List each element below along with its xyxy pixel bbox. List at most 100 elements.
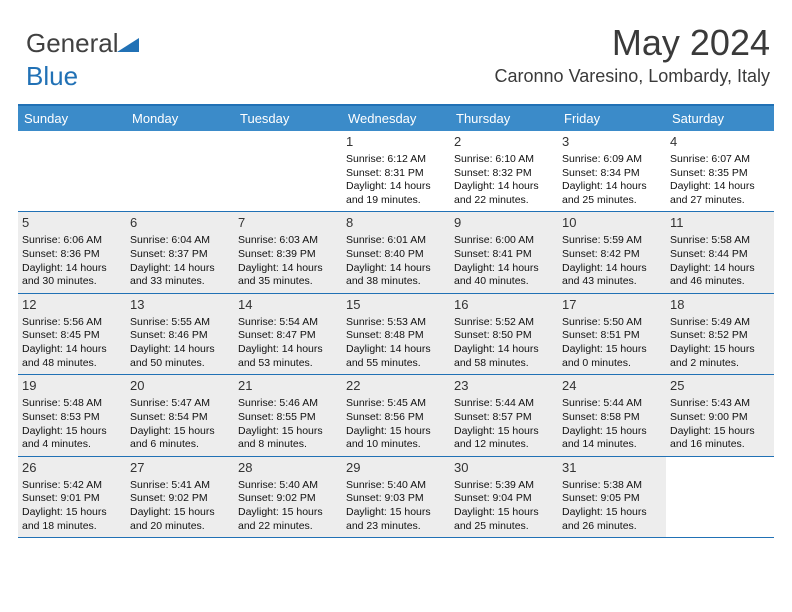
week-row: 19Sunrise: 5:48 AMSunset: 8:53 PMDayligh… xyxy=(18,375,774,456)
day-sunrise: Sunrise: 5:52 AM xyxy=(454,316,554,330)
day-sunrise: Sunrise: 6:03 AM xyxy=(238,234,338,248)
day-cell: 18Sunrise: 5:49 AMSunset: 8:52 PMDayligh… xyxy=(666,294,774,374)
day-daylight1: Daylight: 15 hours xyxy=(22,506,122,520)
day-daylight1: Daylight: 14 hours xyxy=(238,262,338,276)
day-daylight1: Daylight: 14 hours xyxy=(130,343,230,357)
day-daylight1: Daylight: 14 hours xyxy=(130,262,230,276)
day-sunrise: Sunrise: 6:00 AM xyxy=(454,234,554,248)
day-daylight1: Daylight: 15 hours xyxy=(454,425,554,439)
day-number: 27 xyxy=(130,460,230,477)
day-number: 6 xyxy=(130,215,230,232)
logo-part2: Blue xyxy=(26,61,78,91)
day-sunset: Sunset: 8:44 PM xyxy=(670,248,770,262)
day-sunset: Sunset: 8:37 PM xyxy=(130,248,230,262)
day-sunrise: Sunrise: 5:46 AM xyxy=(238,397,338,411)
header-monday: Monday xyxy=(126,106,234,131)
day-sunset: Sunset: 8:32 PM xyxy=(454,167,554,181)
day-daylight1: Daylight: 14 hours xyxy=(454,262,554,276)
day-number: 16 xyxy=(454,297,554,314)
day-cell: 20Sunrise: 5:47 AMSunset: 8:54 PMDayligh… xyxy=(126,375,234,455)
day-sunset: Sunset: 8:45 PM xyxy=(22,329,122,343)
day-daylight1: Daylight: 15 hours xyxy=(562,425,662,439)
logo-part1: General xyxy=(26,28,119,58)
day-sunrise: Sunrise: 6:12 AM xyxy=(346,153,446,167)
day-daylight2: and 22 minutes. xyxy=(454,194,554,208)
day-sunrise: Sunrise: 5:42 AM xyxy=(22,479,122,493)
day-daylight2: and 25 minutes. xyxy=(454,520,554,534)
day-cell: 15Sunrise: 5:53 AMSunset: 8:48 PMDayligh… xyxy=(342,294,450,374)
day-daylight2: and 12 minutes. xyxy=(454,438,554,452)
day-daylight1: Daylight: 14 hours xyxy=(562,262,662,276)
day-sunrise: Sunrise: 6:01 AM xyxy=(346,234,446,248)
day-number: 13 xyxy=(130,297,230,314)
header-wednesday: Wednesday xyxy=(342,106,450,131)
logo-triangle-icon xyxy=(117,30,141,61)
day-sunset: Sunset: 8:39 PM xyxy=(238,248,338,262)
day-daylight1: Daylight: 14 hours xyxy=(238,343,338,357)
day-cell: 4Sunrise: 6:07 AMSunset: 8:35 PMDaylight… xyxy=(666,131,774,211)
day-sunrise: Sunrise: 5:50 AM xyxy=(562,316,662,330)
day-number: 21 xyxy=(238,378,338,395)
day-sunset: Sunset: 8:46 PM xyxy=(130,329,230,343)
day-cell: 2Sunrise: 6:10 AMSunset: 8:32 PMDaylight… xyxy=(450,131,558,211)
location-text: Caronno Varesino, Lombardy, Italy xyxy=(495,66,770,87)
day-sunset: Sunset: 8:41 PM xyxy=(454,248,554,262)
day-daylight2: and 2 minutes. xyxy=(670,357,770,371)
day-daylight1: Daylight: 14 hours xyxy=(454,343,554,357)
day-daylight2: and 14 minutes. xyxy=(562,438,662,452)
day-sunrise: Sunrise: 5:49 AM xyxy=(670,316,770,330)
day-sunrise: Sunrise: 6:09 AM xyxy=(562,153,662,167)
day-sunrise: Sunrise: 5:38 AM xyxy=(562,479,662,493)
day-daylight1: Daylight: 15 hours xyxy=(238,506,338,520)
day-daylight2: and 6 minutes. xyxy=(130,438,230,452)
day-sunrise: Sunrise: 5:44 AM xyxy=(562,397,662,411)
day-daylight2: and 8 minutes. xyxy=(238,438,338,452)
day-daylight2: and 16 minutes. xyxy=(670,438,770,452)
day-cell xyxy=(666,457,774,537)
day-daylight2: and 33 minutes. xyxy=(130,275,230,289)
day-number: 7 xyxy=(238,215,338,232)
day-sunset: Sunset: 9:03 PM xyxy=(346,492,446,506)
day-sunset: Sunset: 8:42 PM xyxy=(562,248,662,262)
day-cell: 17Sunrise: 5:50 AMSunset: 8:51 PMDayligh… xyxy=(558,294,666,374)
header-sunday: Sunday xyxy=(18,106,126,131)
day-sunset: Sunset: 8:47 PM xyxy=(238,329,338,343)
day-number: 20 xyxy=(130,378,230,395)
day-cell xyxy=(234,131,342,211)
day-daylight2: and 53 minutes. xyxy=(238,357,338,371)
day-sunset: Sunset: 8:36 PM xyxy=(22,248,122,262)
day-cell: 22Sunrise: 5:45 AMSunset: 8:56 PMDayligh… xyxy=(342,375,450,455)
day-sunset: Sunset: 8:53 PM xyxy=(22,411,122,425)
day-cell: 31Sunrise: 5:38 AMSunset: 9:05 PMDayligh… xyxy=(558,457,666,537)
page-title: May 2024 xyxy=(612,22,770,64)
day-daylight2: and 30 minutes. xyxy=(22,275,122,289)
day-sunrise: Sunrise: 5:58 AM xyxy=(670,234,770,248)
day-cell: 24Sunrise: 5:44 AMSunset: 8:58 PMDayligh… xyxy=(558,375,666,455)
day-daylight2: and 18 minutes. xyxy=(22,520,122,534)
day-sunrise: Sunrise: 5:55 AM xyxy=(130,316,230,330)
day-cell: 21Sunrise: 5:46 AMSunset: 8:55 PMDayligh… xyxy=(234,375,342,455)
day-number: 25 xyxy=(670,378,770,395)
calendar: Sunday Monday Tuesday Wednesday Thursday… xyxy=(18,104,774,538)
day-number: 4 xyxy=(670,134,770,151)
day-cell: 6 Sunrise: 6:04 AMSunset: 8:37 PMDaylight… xyxy=(126,212,234,292)
day-sunrise: Sunrise: 6:06 AM xyxy=(22,234,122,248)
day-daylight2: and 19 minutes. xyxy=(346,194,446,208)
day-daylight1: Daylight: 14 hours xyxy=(22,343,122,357)
header-tuesday: Tuesday xyxy=(234,106,342,131)
day-cell: 29Sunrise: 5:40 AMSunset: 9:03 PMDayligh… xyxy=(342,457,450,537)
day-sunrise: Sunrise: 6:07 AM xyxy=(670,153,770,167)
day-sunset: Sunset: 8:31 PM xyxy=(346,167,446,181)
day-sunrise: Sunrise: 5:47 AM xyxy=(130,397,230,411)
day-sunrise: Sunrise: 6:04 AM xyxy=(130,234,230,248)
day-number: 22 xyxy=(346,378,446,395)
day-sunset: Sunset: 8:55 PM xyxy=(238,411,338,425)
day-daylight2: and 35 minutes. xyxy=(238,275,338,289)
day-sunrise: Sunrise: 5:44 AM xyxy=(454,397,554,411)
day-sunset: Sunset: 8:56 PM xyxy=(346,411,446,425)
week-row: 26Sunrise: 5:42 AMSunset: 9:01 PMDayligh… xyxy=(18,457,774,538)
day-daylight1: Daylight: 15 hours xyxy=(670,425,770,439)
day-sunset: Sunset: 9:04 PM xyxy=(454,492,554,506)
day-sunset: Sunset: 8:57 PM xyxy=(454,411,554,425)
day-number: 5 xyxy=(22,215,122,232)
